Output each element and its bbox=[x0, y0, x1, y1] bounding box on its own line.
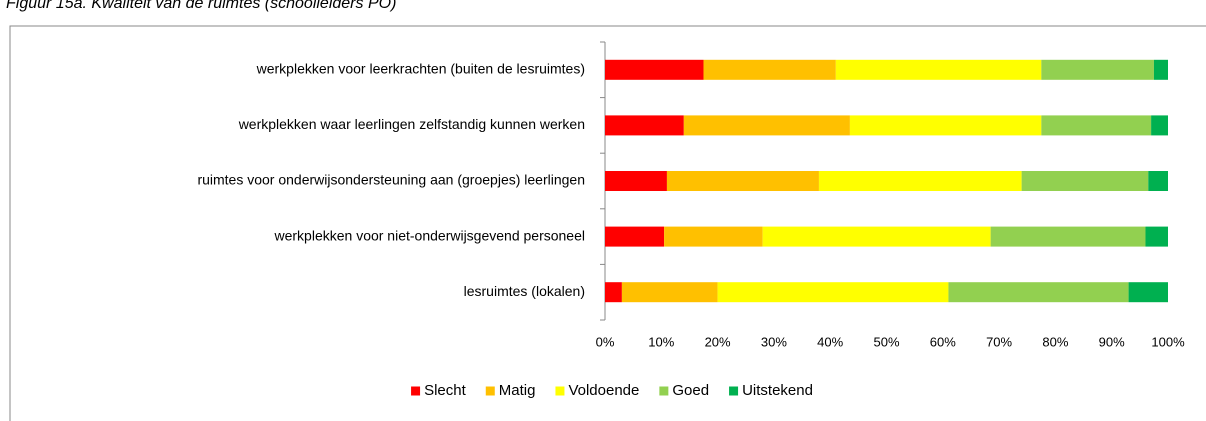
y-tick-label: werkplekken voor leerkrachten (buiten de… bbox=[256, 61, 585, 77]
x-tick-label: 10% bbox=[648, 334, 674, 349]
bar-segment bbox=[948, 282, 1129, 303]
chart-title: Figuur 15a. Kwaliteit van de ruimtes (sc… bbox=[6, 0, 396, 12]
x-tick-label: 60% bbox=[930, 334, 956, 349]
x-tick-label: 50% bbox=[873, 334, 899, 349]
bar-segment bbox=[762, 226, 991, 247]
bar-segment bbox=[1041, 115, 1152, 136]
bar-segment bbox=[849, 115, 1042, 136]
legend-label: Voldoende bbox=[568, 382, 639, 399]
y-tick-label: lesruimtes (lokalen) bbox=[464, 283, 585, 299]
bar-segment bbox=[666, 171, 819, 191]
x-tick-label: 70% bbox=[986, 334, 1012, 349]
x-tick-label: 0% bbox=[596, 334, 615, 349]
chart-border bbox=[9, 25, 1206, 421]
x-tick-label: 40% bbox=[817, 334, 843, 349]
bar-segment bbox=[1151, 115, 1168, 136]
bar-segment bbox=[1153, 59, 1168, 80]
bar-segment bbox=[990, 226, 1146, 247]
bar-segment bbox=[703, 59, 836, 80]
x-tick-label: 100% bbox=[1151, 334, 1185, 349]
bar-segment bbox=[1021, 171, 1149, 191]
legend-swatch bbox=[411, 386, 421, 396]
x-tick-label: 30% bbox=[761, 334, 787, 349]
bar-segment bbox=[605, 226, 665, 247]
bar-segment bbox=[605, 59, 704, 80]
legend-swatch bbox=[729, 386, 739, 396]
y-tick-label: werkplekken waar leerlingen zelfstandig … bbox=[238, 116, 585, 132]
bar-segment bbox=[605, 282, 622, 303]
legend-label: Slecht bbox=[424, 382, 467, 399]
legend-swatch bbox=[485, 386, 495, 396]
bar-segment bbox=[1145, 226, 1168, 247]
bar-segment bbox=[835, 59, 1042, 80]
bar-segment bbox=[605, 115, 684, 136]
legend-label: Uitstekend bbox=[742, 382, 813, 399]
bar-segment bbox=[683, 115, 850, 136]
bar-segment bbox=[1041, 59, 1154, 80]
bar-segment bbox=[1128, 282, 1168, 303]
y-tick-label: werkplekken voor niet-onderwijsgevend pe… bbox=[273, 227, 585, 243]
legend-swatch bbox=[555, 386, 565, 396]
bar-segment bbox=[818, 171, 1022, 191]
x-tick-label: 80% bbox=[1042, 334, 1068, 349]
bar-segment bbox=[1148, 171, 1168, 191]
x-tick-label: 90% bbox=[1099, 334, 1125, 349]
legend-label: Matig bbox=[499, 382, 536, 399]
bar-segment bbox=[605, 171, 667, 191]
bar-segment bbox=[717, 282, 949, 303]
x-tick-label: 20% bbox=[705, 334, 731, 349]
legend-swatch bbox=[659, 386, 669, 396]
bar-segment bbox=[664, 226, 763, 247]
bar-segment bbox=[621, 282, 718, 303]
legend-label: Goed bbox=[672, 382, 709, 399]
y-tick-label: ruimtes voor onderwijsondersteuning aan … bbox=[197, 172, 585, 188]
